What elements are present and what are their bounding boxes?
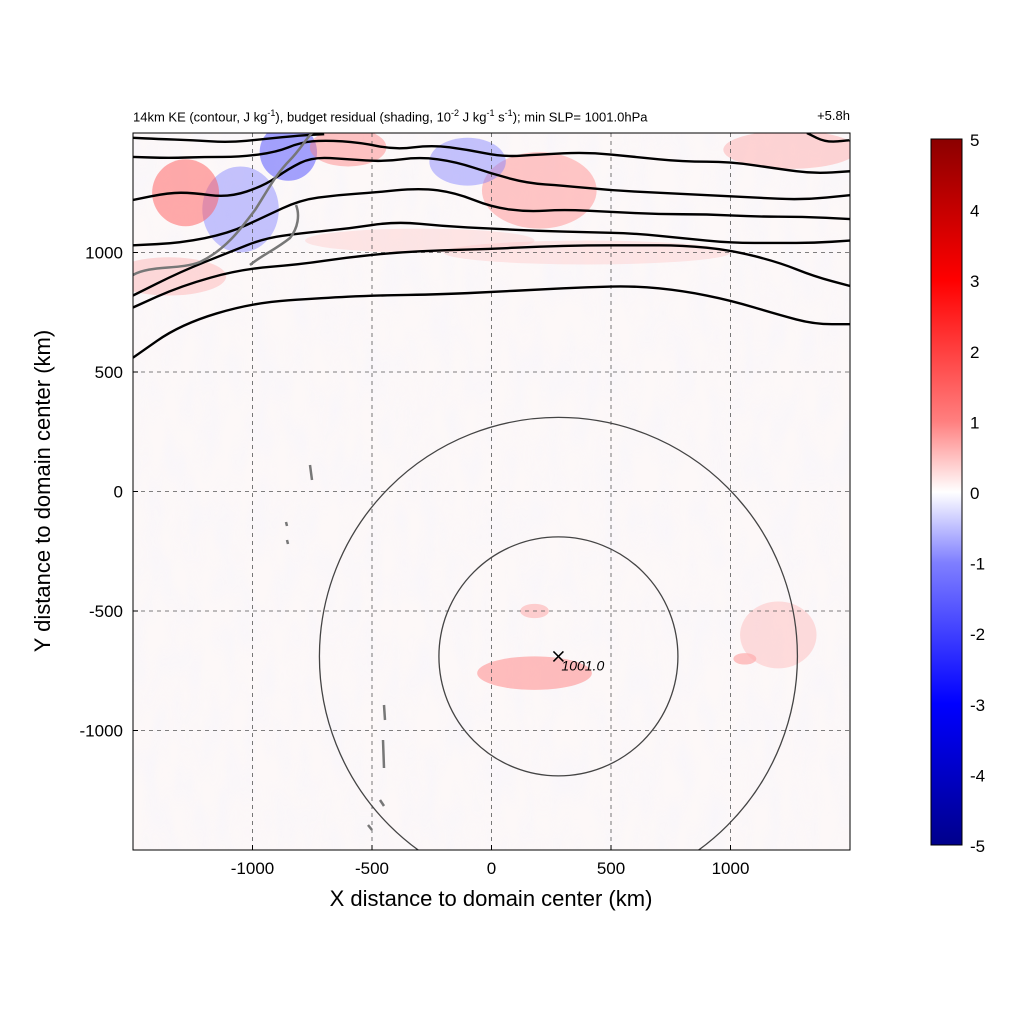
colorbar-tick-label: 1 [970, 413, 979, 432]
colorbar [930, 138, 963, 846]
residual-blob [740, 601, 817, 669]
x-axis-label: X distance to domain center (km) [330, 886, 653, 911]
range-circles [318, 416, 798, 850]
colorbar-tick-label: -5 [970, 837, 985, 856]
y-axis-label: Y distance to domain center (km) [30, 330, 55, 652]
range-circle [438, 536, 679, 777]
colorbar-tick-label: -3 [970, 696, 985, 715]
colorbar-tick-label: -2 [970, 625, 985, 644]
colorbar-tick-label: -1 [970, 555, 985, 574]
storm-center-marker: 1001.0 [552, 650, 604, 673]
colorbar-tick-label: 0 [970, 484, 979, 503]
colorbar-ticks: 5 4 3 2 1 0 -1 -2 -3 -4 -5 [970, 131, 985, 856]
residual-blob [133, 257, 227, 296]
residual-blob [429, 137, 506, 186]
ke-contour-line [133, 187, 850, 247]
y-axis: 1000 500 0 -500 -1000 [80, 244, 138, 741]
x-tick-label: -1000 [231, 859, 274, 878]
colorbar-tick-label: 5 [970, 131, 979, 150]
ke-contour-line [133, 156, 850, 202]
ke-contours [133, 133, 850, 359]
ke-contour-line [133, 285, 850, 359]
x-axis: -1000 -500 0 500 1000 [231, 845, 750, 878]
y-tick-label: 500 [95, 363, 123, 382]
y-tick-label: 1000 [85, 244, 123, 263]
ke-contour-line [133, 139, 850, 175]
colorbar-tick-label: 2 [970, 343, 979, 362]
y-tick-label: -500 [89, 602, 123, 621]
x-tick-label: 0 [487, 859, 496, 878]
residual-shading [133, 133, 850, 850]
residual-blob [305, 228, 535, 253]
colorbar-tick-label: 3 [970, 272, 979, 291]
residual-blob [733, 653, 757, 665]
range-circle [318, 416, 798, 850]
colorbar-tick-label: -4 [970, 766, 985, 785]
residual-blob [202, 166, 279, 253]
chart-title: 14km KE (contour, J kg-1), budget residu… [133, 108, 648, 125]
min-slp-label: 1001.0 [561, 657, 604, 673]
residual-blob [477, 656, 592, 690]
colorbar-tick-label: 4 [970, 202, 979, 221]
storm-x-mark [552, 650, 564, 662]
x-tick-label: -500 [355, 859, 389, 878]
coastline [133, 133, 387, 831]
ke-contour-line [133, 221, 850, 297]
x-tick-label: 500 [597, 859, 625, 878]
x-tick-label: 1000 [712, 859, 750, 878]
y-tick-label: -1000 [80, 722, 123, 741]
ke-contour-line [133, 244, 850, 309]
residual-blob [723, 133, 850, 169]
forecast-time-label: +5.8h [817, 108, 850, 123]
y-tick-label: 0 [114, 483, 123, 502]
ke-contour-line [806, 133, 850, 143]
